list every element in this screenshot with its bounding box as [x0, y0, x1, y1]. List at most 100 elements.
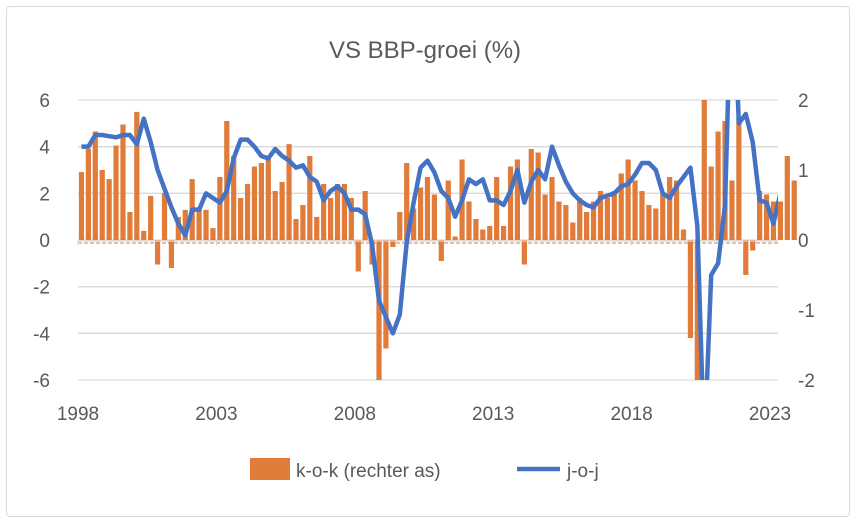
bar-kok — [577, 198, 583, 240]
bar-kok — [791, 180, 797, 240]
bar-kok — [99, 170, 105, 240]
bar-kok — [383, 240, 389, 349]
chart-frame — [6, 6, 850, 517]
left-axis-tick-label: -6 — [33, 371, 50, 392]
bar-kok — [777, 201, 783, 240]
bar-kok — [314, 216, 320, 240]
right-axis-tick-label: 2 — [798, 91, 809, 112]
bar-kok — [625, 159, 631, 240]
bar-kok — [78, 172, 85, 240]
bar-kok — [404, 163, 410, 240]
bar-kok — [341, 184, 348, 240]
bar-kok — [265, 156, 271, 240]
bar-kok — [424, 177, 431, 240]
bar-kok — [445, 180, 451, 240]
x-axis-tick-label: 2013 — [472, 404, 514, 425]
left-axis-tick-label: 4 — [39, 138, 50, 159]
bar-kok — [438, 240, 444, 261]
bar-kok — [334, 184, 341, 240]
bar-kok — [673, 180, 680, 240]
left-axis-tick-label: -2 — [33, 278, 50, 299]
bar-kok — [729, 180, 735, 240]
bar-kok — [113, 145, 119, 240]
bar-kok — [708, 166, 714, 240]
bar-kok — [203, 209, 209, 240]
bar-kok — [590, 201, 597, 240]
bar-kok — [397, 212, 403, 240]
bar-kok — [376, 240, 382, 380]
bar-kok — [210, 228, 216, 240]
bar-kok — [355, 240, 361, 272]
bar-kok — [452, 236, 458, 240]
bar-kok — [487, 226, 493, 240]
bar-kok — [307, 156, 313, 240]
x-axis-tick-label: 2008 — [334, 404, 376, 425]
bar-kok — [231, 156, 237, 240]
bar-kok — [507, 166, 514, 240]
line-joj — [81, 100, 778, 380]
bar-kok — [611, 191, 617, 240]
bar-kok — [680, 229, 687, 240]
left-axis-tick-label: 6 — [39, 91, 50, 112]
bar-kok — [175, 216, 181, 240]
x-axis-tick-label: 1998 — [57, 404, 99, 425]
bar-kok — [500, 226, 507, 240]
bar-kok — [542, 194, 548, 240]
bar-kok — [196, 209, 202, 240]
x-axis-tick-label: 2003 — [195, 404, 237, 425]
bar-kok — [646, 205, 652, 240]
bar-kok — [141, 230, 147, 240]
bar-kok — [521, 240, 527, 265]
x-axis-tick-label: 2018 — [610, 404, 652, 425]
x-axis-tick-label: 2023 — [749, 404, 791, 425]
right-axis-tick-label: -2 — [798, 371, 815, 392]
bar-kok — [480, 229, 486, 240]
bar-kok — [85, 149, 91, 240]
bar-kok — [466, 201, 472, 240]
bar-kok — [736, 117, 742, 240]
right-axis-tick-label: -1 — [798, 301, 815, 322]
bar-kok — [570, 222, 576, 240]
bar-kok — [92, 131, 98, 240]
bar-kok — [127, 212, 133, 240]
bar-kok — [182, 209, 188, 240]
bar-kok — [494, 177, 500, 240]
bar-kok — [168, 240, 175, 268]
bar-kok — [417, 187, 424, 240]
bar-kok — [411, 208, 417, 240]
right-axis-tick-label: 0 — [798, 231, 809, 252]
bar-kok — [667, 177, 673, 240]
bar-kok — [120, 124, 126, 240]
bar-kok — [597, 191, 604, 240]
bar-kok — [258, 163, 264, 240]
bar-kok — [327, 198, 334, 240]
bar-kok — [279, 181, 285, 240]
bar-kok — [431, 194, 437, 240]
bar-kok — [743, 240, 749, 275]
bar-kok — [514, 159, 521, 240]
legend-label-kok: k-o-k (rechter as) — [296, 461, 441, 482]
bar-kok — [154, 240, 161, 265]
bar-kok — [653, 208, 659, 240]
bar-kok — [632, 180, 638, 240]
bar-kok — [549, 177, 555, 240]
bar-kok — [348, 198, 354, 240]
bar-kok — [251, 166, 258, 240]
bar-kok — [286, 144, 292, 240]
bar-kok — [660, 194, 666, 240]
bar-kok — [784, 156, 790, 240]
bar-kok — [535, 152, 541, 240]
bar-kok — [750, 240, 756, 251]
bar-kok — [687, 240, 694, 338]
bar-kok — [694, 240, 700, 380]
legend-swatch-kok — [250, 458, 290, 480]
bar-kok — [563, 205, 569, 240]
bar-kok — [639, 191, 645, 240]
bar-kok — [238, 198, 244, 240]
bar-kok — [473, 219, 479, 240]
legend-label-joj: j-o-j — [566, 461, 599, 482]
bar-kok — [556, 201, 562, 240]
bar-kok — [217, 177, 223, 240]
bar-kok — [321, 184, 327, 240]
bar-kok — [272, 191, 278, 240]
